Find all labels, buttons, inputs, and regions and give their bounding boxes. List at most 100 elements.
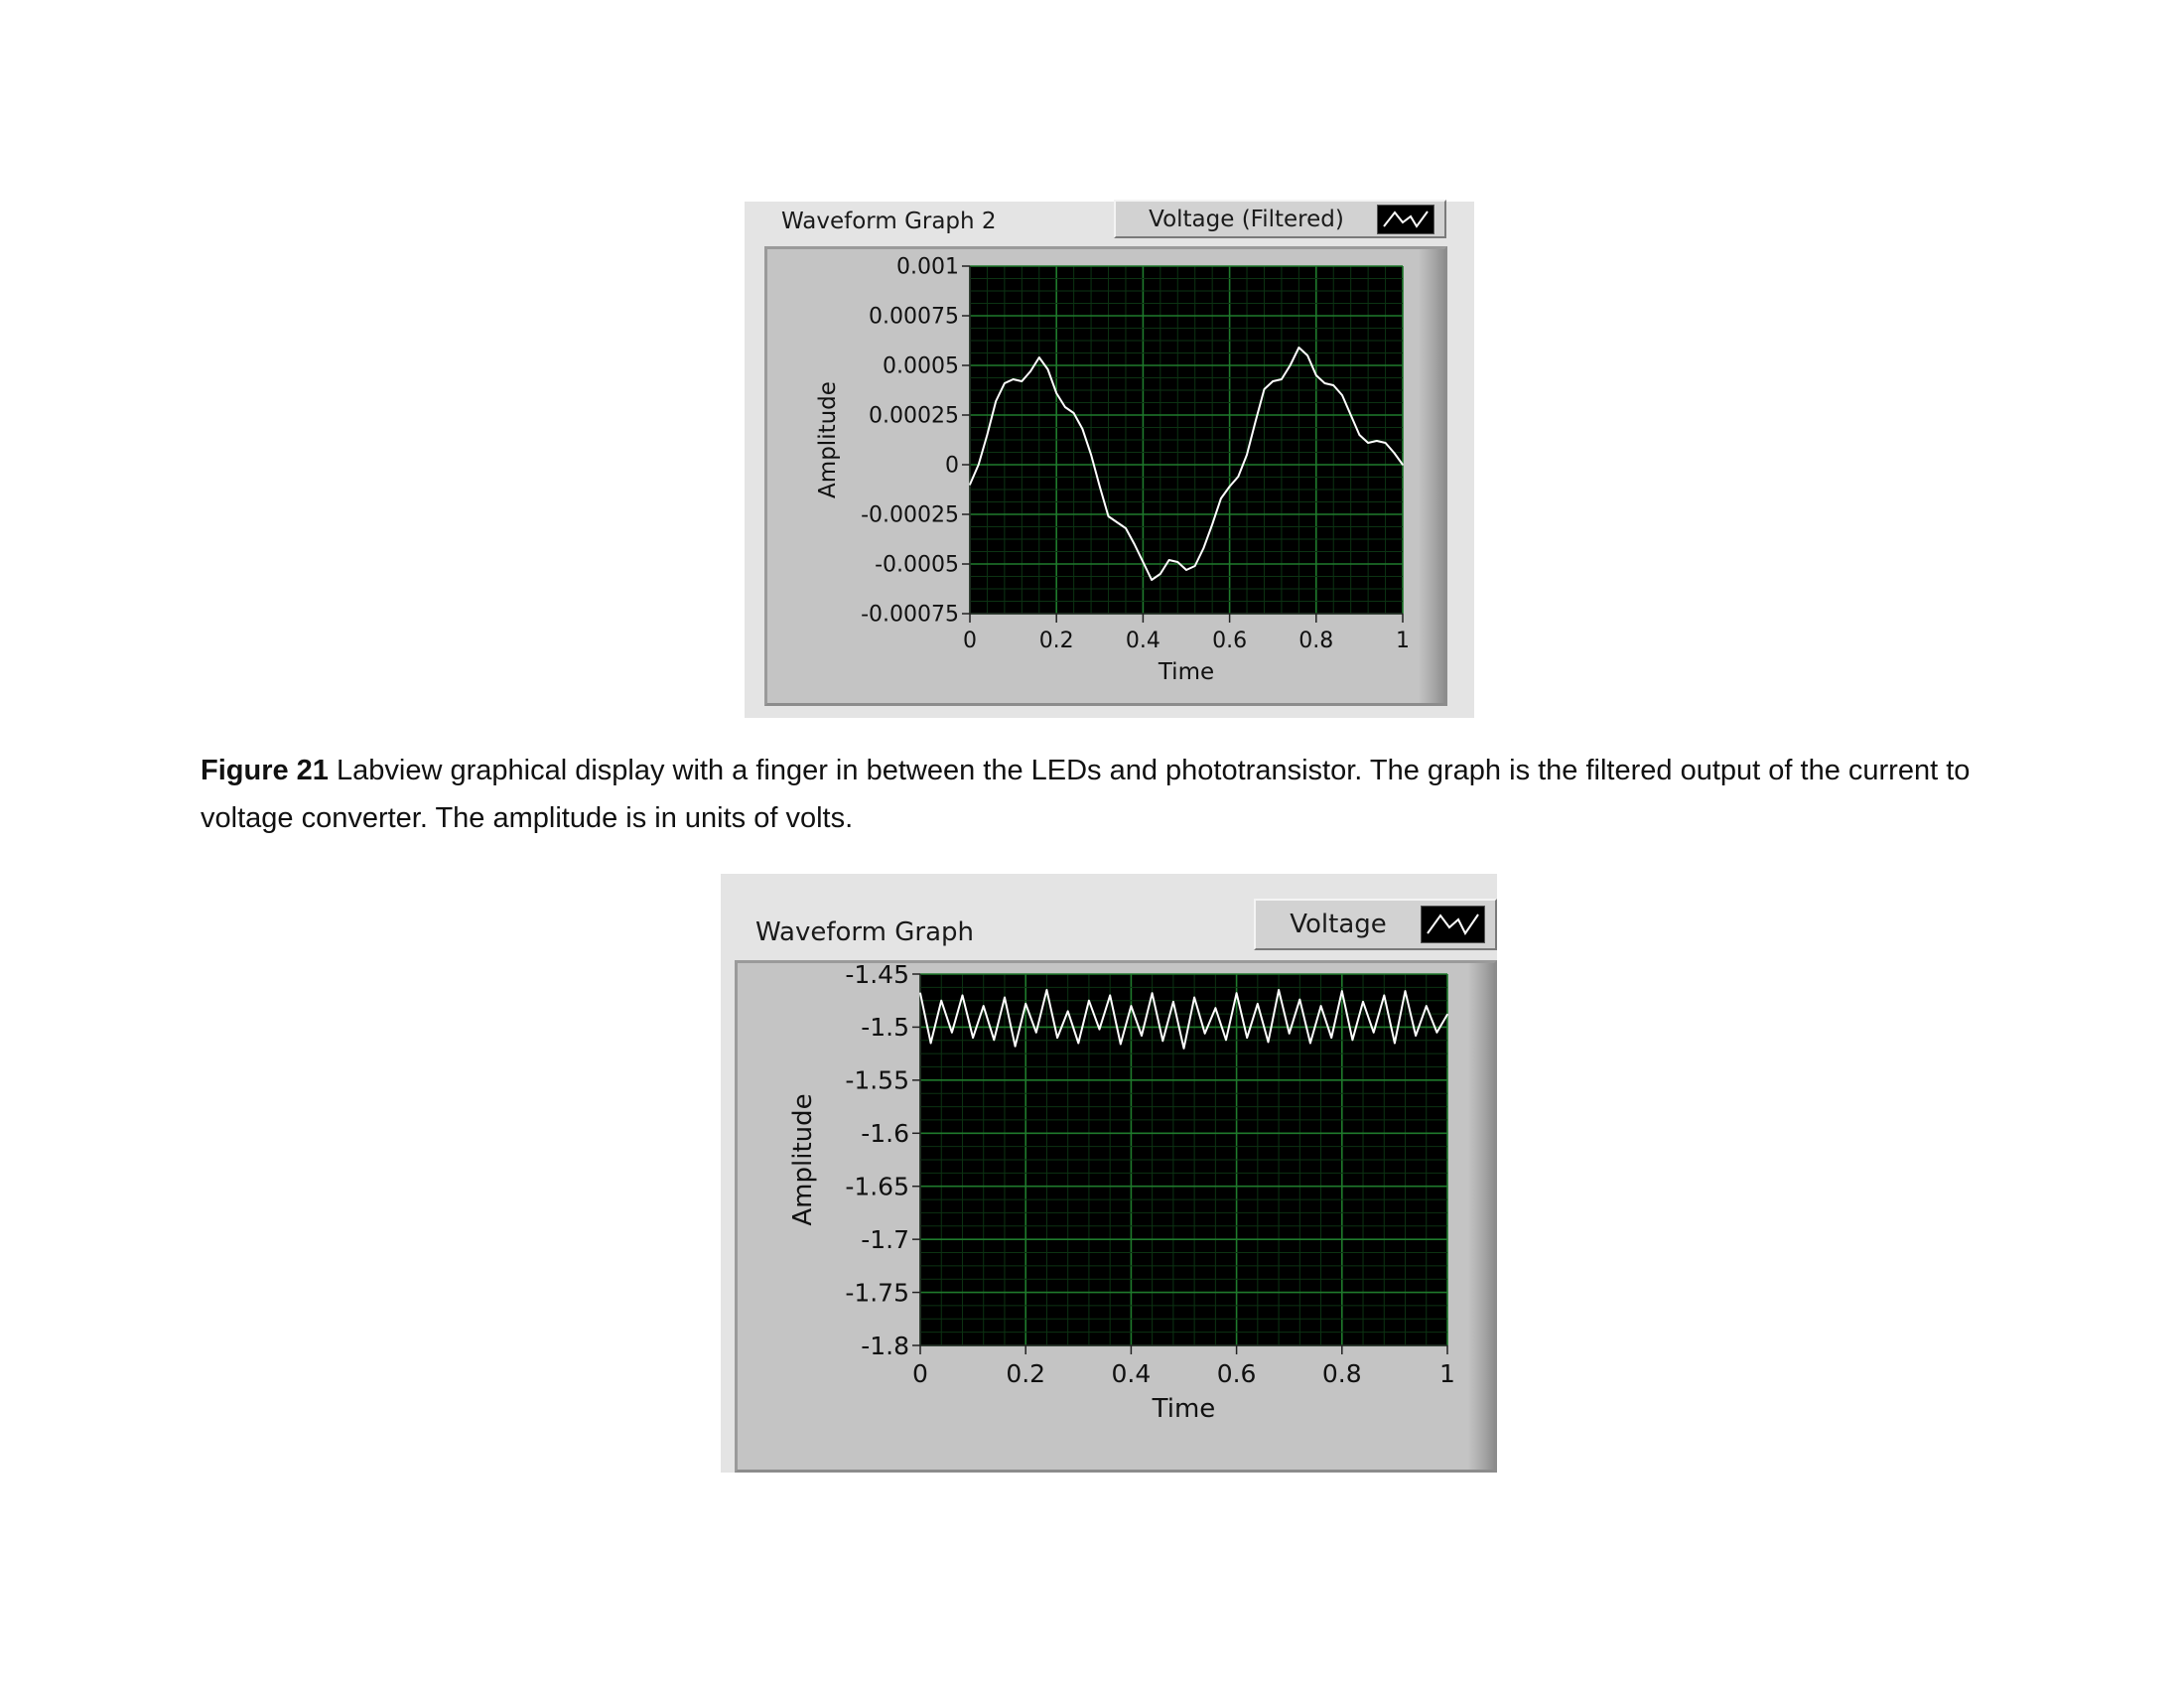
data-point xyxy=(1393,452,1396,454)
data-point xyxy=(1151,992,1154,995)
data-point xyxy=(993,1039,996,1042)
plot-legend[interactable]: Voltage (Filtered) xyxy=(1114,200,1446,238)
waveform-line-icon xyxy=(1421,906,1485,943)
data-point xyxy=(1415,1035,1417,1037)
data-point xyxy=(1425,1005,1428,1007)
y-tick-label: -1.8 xyxy=(861,1332,909,1360)
data-point xyxy=(1029,370,1031,372)
data-point xyxy=(1141,1035,1143,1037)
data-point xyxy=(951,1031,953,1034)
y-tick-label: 0 xyxy=(945,454,959,479)
y-tick-label: -0.0005 xyxy=(875,553,959,578)
x-tick-label: 1 xyxy=(1396,629,1410,653)
data-point xyxy=(1064,406,1066,408)
data-point xyxy=(1372,1031,1375,1034)
data-point xyxy=(1309,1042,1311,1045)
x-tick-label: 0.2 xyxy=(1006,1359,1045,1388)
data-point xyxy=(1237,476,1240,478)
data-point xyxy=(1272,380,1274,382)
caption-text: Labview graphical display with a finger … xyxy=(201,755,1971,834)
grid xyxy=(919,973,1448,1346)
waveform-graph: -1.45 -1.5 -1.55 -1.6 -1.65 -1.7 -1.75 -1.80 0.2… xyxy=(788,960,1455,1424)
legend-label: Voltage xyxy=(1290,910,1387,939)
data-point xyxy=(1332,384,1335,386)
x-tick-label: 0.6 xyxy=(1212,629,1247,653)
data-point xyxy=(986,434,989,436)
data-point xyxy=(1362,1000,1364,1003)
y-tick-label: -1.5 xyxy=(861,1013,909,1042)
grid xyxy=(969,265,1404,615)
data-point xyxy=(1341,990,1343,992)
data-point xyxy=(1220,497,1222,499)
data-point xyxy=(1099,486,1101,488)
data-point xyxy=(1056,1037,1058,1039)
data-point xyxy=(1014,1045,1017,1048)
data-point xyxy=(1288,1033,1291,1035)
data-point xyxy=(1012,378,1015,380)
x-tick-label: 0 xyxy=(963,629,977,653)
data-point xyxy=(1172,1000,1174,1003)
data-point xyxy=(1160,573,1161,575)
data-point xyxy=(1004,996,1006,999)
x-tick-label: 0 xyxy=(912,1359,928,1388)
y-tick-label: -1.75 xyxy=(845,1278,909,1307)
y-tick-label: -0.00025 xyxy=(861,503,959,528)
data-point xyxy=(1046,368,1049,370)
waveform-line-icon xyxy=(1377,204,1434,234)
data-point xyxy=(1045,989,1048,991)
waveform-graph-2-panel: Waveform Graph 2 Voltage (Filtered) 0.00… xyxy=(745,200,1474,718)
data-point xyxy=(1024,1003,1026,1005)
y-tick-label: -1.65 xyxy=(845,1172,909,1200)
data-point xyxy=(1446,1013,1448,1016)
y-tick-label: -1.45 xyxy=(845,960,909,989)
data-point xyxy=(982,1005,985,1007)
legend-label: Voltage (Filtered) xyxy=(1149,206,1344,232)
data-point xyxy=(1176,561,1179,563)
data-point xyxy=(1133,543,1136,545)
x-tick-label: 1 xyxy=(1439,1359,1455,1388)
data-point xyxy=(1167,559,1170,561)
plot-legend[interactable]: Voltage xyxy=(1254,899,1497,950)
data-point xyxy=(1246,1037,1249,1039)
data-point xyxy=(1341,394,1343,396)
data-point xyxy=(1185,569,1187,571)
data-point xyxy=(1376,440,1378,442)
data-point xyxy=(1098,1028,1101,1031)
y-tick-label: 0.001 xyxy=(896,255,959,280)
x-tick-label: 0.8 xyxy=(1322,1359,1362,1388)
data-point xyxy=(1203,1033,1206,1035)
data-point xyxy=(1281,378,1283,380)
data-point xyxy=(1330,1037,1332,1039)
data-point xyxy=(961,994,964,997)
x-axis-title: Time xyxy=(1152,1394,1216,1424)
data-point xyxy=(1289,364,1292,366)
data-point xyxy=(1182,1048,1185,1050)
data-point xyxy=(1037,356,1040,358)
y-tick-label: -1.6 xyxy=(861,1119,909,1148)
y-axis-title: Amplitude xyxy=(788,1093,818,1225)
data-point xyxy=(1202,547,1205,549)
data-point xyxy=(1066,1010,1069,1013)
data-point xyxy=(1319,1005,1322,1007)
data-point xyxy=(1214,1007,1217,1009)
data-point xyxy=(1402,464,1404,466)
data-point xyxy=(1228,486,1231,488)
data-point xyxy=(1193,565,1196,567)
data-point xyxy=(919,992,921,995)
data-point xyxy=(1072,412,1075,414)
data-point xyxy=(1125,527,1127,529)
data-point xyxy=(1211,523,1213,525)
waveform-graph-2: 0.001 0.00075 0.0005 0.00025 0 -0.00025 -0.000… xyxy=(815,255,1410,685)
data-point xyxy=(1394,1042,1396,1045)
data-point xyxy=(1035,1031,1037,1034)
data-point xyxy=(1119,1043,1122,1046)
data-point xyxy=(1315,374,1317,376)
data-point xyxy=(1383,994,1386,997)
data-point xyxy=(1349,414,1352,416)
data-point xyxy=(1161,1040,1164,1043)
data-point xyxy=(1435,1031,1438,1034)
data-point xyxy=(1254,420,1257,422)
x-tick-label: 0.4 xyxy=(1112,1359,1152,1388)
x-tick-label: 0.8 xyxy=(1298,629,1333,653)
data-point xyxy=(1246,454,1248,456)
